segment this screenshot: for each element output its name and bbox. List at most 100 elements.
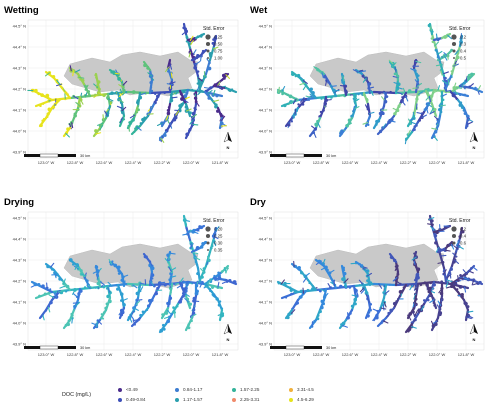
site-point: [301, 103, 305, 106]
site-point: [466, 305, 470, 309]
site-point: [214, 83, 217, 87]
site-point: [163, 283, 167, 287]
site-point: [451, 93, 456, 98]
tributary: [42, 314, 45, 321]
site-point: [147, 298, 152, 303]
river-segment: [449, 282, 460, 294]
river-network: [276, 214, 484, 334]
tributary: [425, 95, 430, 101]
site-point: [185, 91, 189, 95]
site-point: [182, 90, 186, 94]
site-point: [121, 111, 125, 115]
site-point: [321, 302, 325, 306]
site-point: [330, 96, 333, 99]
site-point: [166, 70, 169, 73]
north-arrow-icon: N: [223, 323, 232, 342]
site-point: [37, 92, 40, 96]
tributary: [435, 247, 440, 253]
doc-legend-item: 3.31-4.5: [289, 387, 314, 392]
site-point: [102, 285, 106, 289]
tributary: [135, 300, 141, 306]
tributary: [216, 86, 223, 89]
std-error-legend: Std. Error 0.2 0.4 0.6: [449, 218, 471, 246]
tributary: [360, 70, 367, 73]
site-point: [168, 124, 172, 128]
tributary: [42, 95, 49, 99]
site-point: [414, 297, 418, 301]
tributary: [225, 74, 230, 79]
site-point: [182, 26, 186, 30]
tributary: [457, 275, 460, 282]
scale-label: 30 km: [326, 154, 336, 158]
x-tick-label: 122.0° W: [183, 160, 200, 165]
site-point: [65, 284, 70, 289]
site-point: [94, 286, 97, 289]
site-point: [380, 321, 383, 325]
site-point: [470, 72, 474, 77]
site-point: [378, 111, 383, 116]
site-point: [432, 283, 436, 287]
x-tick-label: 121.8° W: [458, 352, 475, 357]
tributary: [118, 92, 124, 98]
tributary: [80, 99, 84, 105]
tributary: [436, 304, 441, 310]
site-point: [191, 111, 196, 116]
tributary: [436, 54, 441, 61]
site-point: [95, 76, 98, 79]
site-point: [354, 302, 357, 306]
site-point: [218, 276, 222, 280]
tributary: [408, 117, 415, 122]
site-point: [169, 93, 173, 97]
river-network: [27, 22, 238, 143]
tributary: [446, 286, 452, 289]
y-tick-label: 44.0° N: [259, 320, 272, 325]
site-point: [194, 260, 198, 264]
site-point: [168, 278, 172, 282]
site-point: [201, 49, 205, 53]
site-point: [413, 128, 416, 131]
site-point: [208, 52, 213, 56]
site-point: [187, 323, 191, 327]
tributary: [184, 96, 190, 100]
tributary: [184, 292, 190, 297]
tributary: [410, 326, 417, 329]
site-point: [417, 308, 422, 312]
tributary: [69, 65, 72, 72]
tributary: [319, 288, 326, 292]
tributary: [309, 93, 315, 98]
north-arrow-half-dark: [474, 132, 478, 142]
site-point: [442, 270, 445, 273]
tributary: [432, 90, 439, 94]
site-point: [461, 230, 465, 234]
north-arrow-half-dark: [474, 324, 478, 334]
site-point: [311, 284, 315, 288]
tributary: [97, 92, 104, 96]
site-point: [298, 295, 302, 299]
tributary: [381, 96, 386, 102]
tributary: [429, 110, 435, 115]
tributary: [196, 226, 201, 232]
tributary: [128, 119, 134, 123]
site-point: [358, 262, 361, 266]
site-point: [169, 291, 172, 294]
tributary: [313, 132, 317, 138]
tributary: [74, 264, 78, 270]
tributary: [454, 50, 459, 56]
site-point: [215, 94, 219, 98]
tributary: [181, 288, 185, 295]
x-tick-label: 122.6° W: [342, 352, 359, 357]
site-point: [211, 244, 214, 248]
tributary: [453, 63, 459, 67]
tributary: [136, 299, 143, 301]
site-point: [168, 60, 171, 64]
site-point: [415, 97, 419, 101]
site-point: [49, 300, 53, 305]
doc-legend-swatch: [289, 397, 293, 402]
tributary: [428, 96, 432, 103]
y-tick-label: 44.1° N: [259, 299, 272, 304]
tributary: [122, 298, 128, 302]
doc-legend-swatch: [118, 387, 122, 392]
site-point: [111, 260, 114, 263]
std-error-symbol: [451, 34, 457, 40]
tributary: [382, 123, 387, 129]
